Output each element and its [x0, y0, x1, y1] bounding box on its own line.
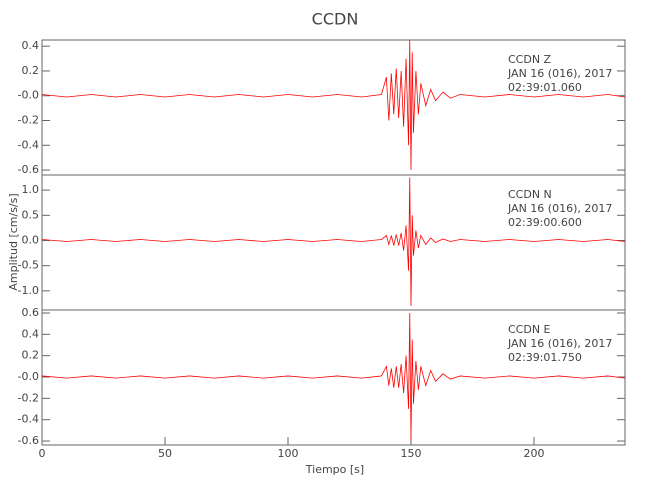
y-tick-label: -0.0 [18, 370, 39, 383]
x-tick-label: 150 [400, 447, 421, 460]
y-tick-label: 0.2 [22, 64, 40, 77]
y-tick-label: 0.5 [22, 208, 40, 221]
waveform [41, 177, 626, 306]
annotation: 02:39:01.750 [508, 351, 582, 364]
annotation: 02:39:01.060 [508, 81, 582, 94]
annotation: JAN 16 (016), 2017 [507, 337, 612, 350]
y-axis-label: Amplitud [cm/s/s] [7, 193, 20, 290]
annotation: JAN 16 (016), 2017 [507, 67, 612, 80]
chart-title: CCDN [312, 10, 359, 29]
annotation: CCDN N [508, 188, 552, 201]
annotation: 02:39:00.600 [508, 216, 582, 229]
annotation: JAN 16 (016), 2017 [507, 202, 612, 215]
waveform [41, 39, 626, 171]
y-tick-label: -0.0 [18, 89, 39, 102]
y-tick-label: -0.6 [18, 163, 39, 176]
y-tick-label: -0.5 [18, 259, 39, 272]
y-tick-label: 1.0 [22, 183, 40, 196]
y-tick-label: -1.0 [18, 284, 39, 297]
x-tick-label: 0 [39, 447, 46, 460]
y-tick-label: 0.6 [22, 306, 40, 319]
x-tick-label: 200 [523, 447, 544, 460]
x-tick-label: 100 [277, 447, 298, 460]
y-tick-label: -0.2 [18, 391, 39, 404]
y-tick-label: 0.4 [22, 39, 40, 52]
y-tick-label: -0.4 [18, 138, 39, 151]
annotation: CCDN E [508, 323, 551, 336]
y-tick-label: 0.4 [22, 327, 40, 340]
x-tick-label: 50 [158, 447, 172, 460]
y-tick-label: 0.2 [22, 349, 40, 362]
y-tick-label: -0.6 [18, 434, 39, 447]
y-tick-label: 0.0 [22, 233, 40, 246]
waveform [41, 312, 626, 442]
y-tick-label: -0.4 [18, 413, 39, 426]
x-axis-label: Tiempo [s] [305, 463, 364, 476]
y-tick-label: -0.2 [18, 114, 39, 127]
annotation: CCDN Z [508, 53, 552, 66]
